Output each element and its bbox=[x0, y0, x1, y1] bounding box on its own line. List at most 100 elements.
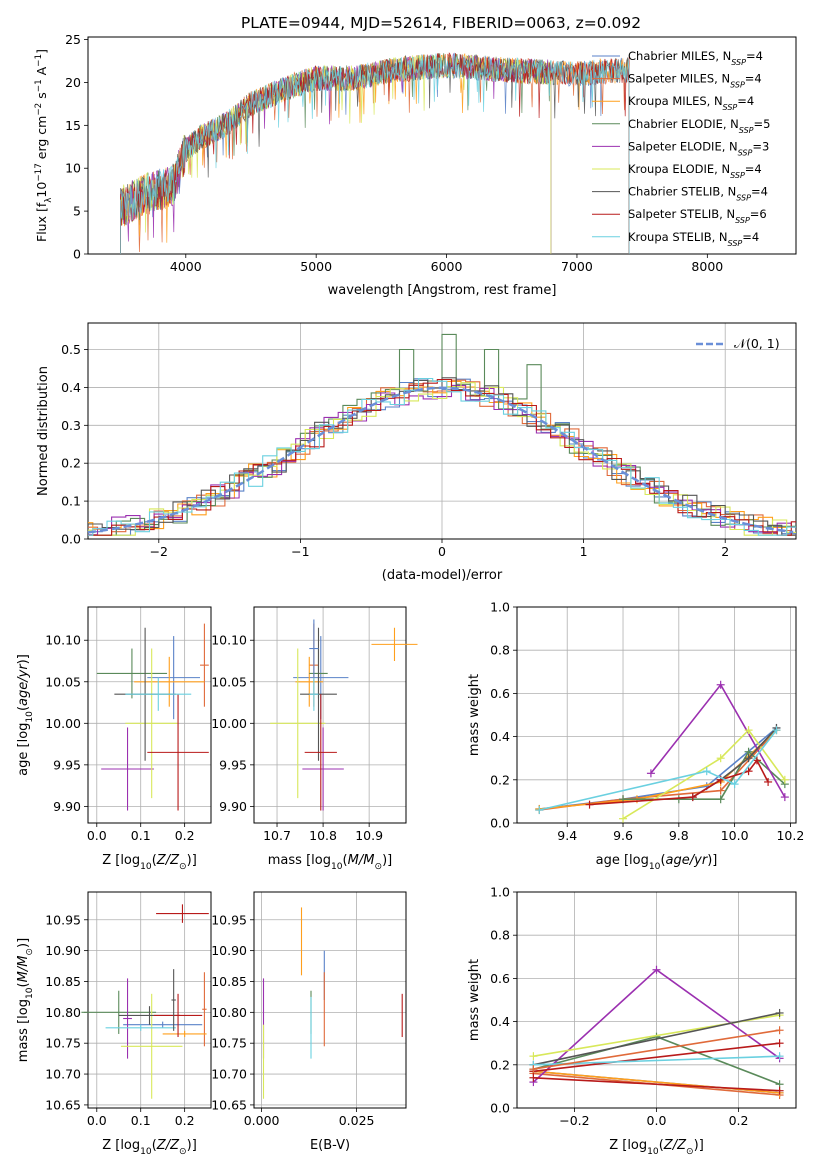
y-tick-label: 0.8 bbox=[490, 928, 510, 943]
x-tick-label: 0.0 bbox=[87, 1113, 107, 1128]
x-tick-label: 8000 bbox=[691, 259, 723, 274]
x-tick-label: 0.025 bbox=[339, 1113, 375, 1128]
x-tick-label: 0.2 bbox=[729, 1113, 749, 1128]
legend-label: Salpeter MILES, NSSP=4 bbox=[628, 72, 762, 90]
x-axis-label: mass [log10(M/M⊙)] bbox=[268, 853, 392, 872]
y-tick-label: 1.0 bbox=[490, 885, 510, 900]
y-tick-label: 0.0 bbox=[61, 532, 81, 547]
x-tick-label: 0.1 bbox=[131, 828, 151, 843]
residuals-panel: −2 −1 0 1 2 0.0 0.1 0.2 0.3 0.4 0.5 (data-model)/er… bbox=[36, 322, 797, 583]
legend-label: Kroupa ELODIE, NSSP=4 bbox=[628, 162, 762, 180]
x-tick-label: 0.0 bbox=[647, 1113, 667, 1128]
y-tick-label: 9.90 bbox=[53, 799, 81, 814]
x-axis-label: Z [log10(Z/Z⊙)] bbox=[609, 1138, 704, 1157]
y-tick-label: 10 bbox=[65, 161, 81, 176]
y-tick-label: 0.5 bbox=[61, 342, 81, 357]
y-tick-label: 15 bbox=[65, 118, 81, 133]
y-tick-label: 10.95 bbox=[211, 912, 247, 927]
legend-label: Chabrier MILES, NSSP=4 bbox=[628, 49, 763, 67]
y-tick-label: 10.00 bbox=[45, 716, 81, 731]
histogram-series bbox=[88, 380, 796, 536]
y-tick-label: 10.05 bbox=[45, 674, 81, 689]
histogram-series bbox=[88, 377, 796, 536]
y-tick-label: 5 bbox=[73, 204, 81, 219]
age-vs-metallicity-panel: 0.0 0.1 0.2 9.90 9.95 10.00 10.05 10.10 Z [log10… bbox=[16, 606, 212, 872]
y-tick-label: 10.10 bbox=[211, 633, 247, 648]
x-tick-label: 10.7 bbox=[263, 828, 291, 843]
y-tick-label: 10.75 bbox=[211, 1036, 247, 1051]
weight-series-line bbox=[589, 758, 769, 806]
x-tick-label: 6000 bbox=[431, 259, 463, 274]
y-tick-label: 0.0 bbox=[490, 816, 510, 831]
mass-vs-metallicity-panel: 0.0 0.1 0.2 10.65 10.70 10.75 10.80 10.85 10.90 1… bbox=[16, 891, 212, 1157]
y-tick-label: 0.2 bbox=[490, 772, 510, 787]
x-tick-label: 9.6 bbox=[613, 828, 633, 843]
normal-legend-label: 𝒩(0, 1) bbox=[734, 336, 780, 351]
x-axis-label: age [log10(age/yr)] bbox=[596, 853, 718, 872]
y-tick-label: 9.90 bbox=[219, 799, 247, 814]
y-tick-label: 0.4 bbox=[61, 380, 81, 395]
normal-curve bbox=[87, 386, 794, 534]
y-tick-label: 25 bbox=[65, 32, 81, 47]
weight-vs-metallicity-panel: −0.2 0.0 0.2 0.0 0.2 0.4 0.6 0.8 1.0 mass weight Z… bbox=[467, 885, 797, 1157]
x-tick-label: 1 bbox=[580, 544, 588, 559]
spectrum-panel: 4000 5000 6000 7000 8000 0 5 10 15 20 25 wavelength… bbox=[34, 32, 797, 298]
y-tick-label: 10.85 bbox=[211, 974, 247, 989]
y-tick-label: 10.85 bbox=[45, 974, 81, 989]
y-tick-label: 0.2 bbox=[490, 1057, 510, 1072]
x-tick-label: 10.2 bbox=[776, 828, 804, 843]
x-tick-label: 10.9 bbox=[355, 828, 383, 843]
y-tick-label: 0.1 bbox=[61, 494, 81, 509]
histogram-series bbox=[88, 378, 796, 536]
y-tick-label: 1.0 bbox=[490, 600, 510, 615]
y-tick-label: 10.75 bbox=[45, 1036, 81, 1051]
y-tick-label: 0 bbox=[73, 247, 81, 262]
figure-title: PLATE=0944, MJD=52614, FIBERID=0063, z=0… bbox=[241, 14, 641, 32]
y-tick-label: 10.80 bbox=[211, 1005, 247, 1020]
x-tick-label: 0.2 bbox=[175, 1113, 195, 1128]
axes-frame bbox=[516, 891, 797, 1109]
axes-frame bbox=[253, 606, 407, 824]
y-tick-label: 0.4 bbox=[490, 729, 510, 744]
legend-label: Salpeter ELODIE, NSSP=3 bbox=[628, 139, 769, 157]
y-axis-label: mass weight bbox=[467, 959, 482, 1041]
legend-label: Chabrier STELIB, NSSP=4 bbox=[628, 185, 768, 203]
y-tick-label: 10.70 bbox=[45, 1067, 81, 1082]
axes-frame bbox=[87, 322, 797, 540]
weight-series-line bbox=[533, 1029, 780, 1070]
y-tick-label: 0.8 bbox=[490, 643, 510, 658]
y-axis-label: Flux [fλ10−17 erg cm−2 s−1 A−1] bbox=[34, 49, 54, 242]
x-tick-label: 9.4 bbox=[557, 828, 577, 843]
x-tick-label: −2 bbox=[150, 544, 168, 559]
weight-series-line bbox=[622, 728, 786, 820]
x-axis-label: E(B-V) bbox=[310, 1138, 350, 1153]
weight-vs-age-panel: 9.4 9.6 9.8 10.0 10.2 0.0 0.2 0.4 0.6 0.8 1.0 mass … bbox=[467, 600, 804, 873]
y-tick-label: 20 bbox=[65, 75, 81, 90]
y-tick-label: 10.80 bbox=[45, 1005, 81, 1020]
x-axis-label: Z [log10(Z/Z⊙)] bbox=[102, 853, 197, 872]
x-tick-label: 2 bbox=[721, 544, 729, 559]
y-tick-label: 10.95 bbox=[45, 912, 81, 927]
spectrum-lines bbox=[120, 52, 630, 254]
axes-frame bbox=[87, 36, 797, 255]
x-tick-label: 7000 bbox=[561, 259, 593, 274]
x-tick-label: 5000 bbox=[300, 259, 332, 274]
y-axis-label: mass weight bbox=[467, 674, 482, 756]
y-tick-label: 10.65 bbox=[45, 1097, 81, 1112]
axes-frame bbox=[87, 891, 212, 1109]
x-tick-label: 0.1 bbox=[131, 1113, 151, 1128]
x-tick-label: 0.000 bbox=[244, 1113, 280, 1128]
y-tick-label: 10.65 bbox=[211, 1097, 247, 1112]
y-axis-label: mass [log10(M/M⊙)] bbox=[16, 938, 35, 1062]
y-tick-label: 0.4 bbox=[490, 1014, 510, 1029]
legend-label: Kroupa MILES, NSSP=4 bbox=[628, 94, 754, 112]
y-tick-label: 10.05 bbox=[211, 674, 247, 689]
x-tick-label: 4000 bbox=[170, 259, 202, 274]
weight-series-line bbox=[533, 1012, 780, 1066]
mass-vs-ebv-panel: 0.000 0.025 10.65 10.70 10.75 10.80 10.85 10.90… bbox=[211, 891, 407, 1153]
y-tick-label: 9.95 bbox=[219, 757, 247, 772]
y-axis-label: age [log10(age/yr)] bbox=[16, 654, 35, 776]
age-vs-mass-panel: 10.7 10.8 10.9 9.90 9.95 10.00 10.05 10.10 mass … bbox=[211, 606, 418, 872]
y-tick-label: 0.0 bbox=[490, 1101, 510, 1116]
